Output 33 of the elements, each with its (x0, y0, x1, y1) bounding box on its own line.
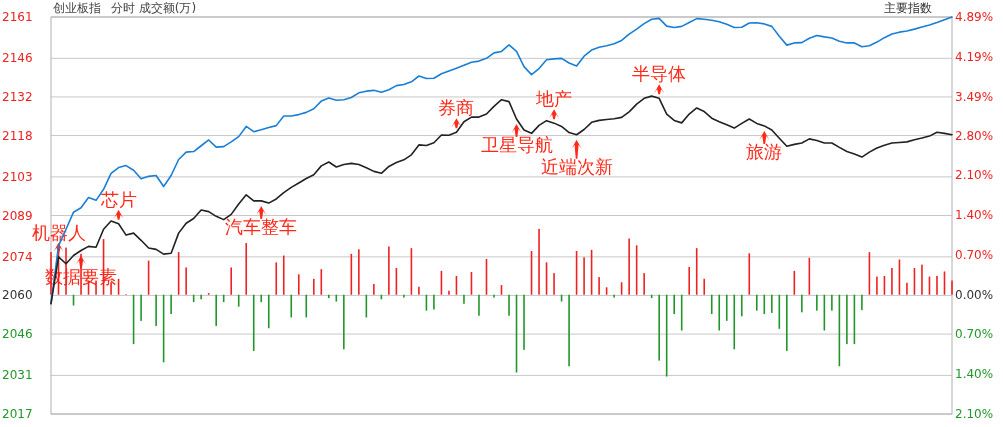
y-tick-label: 2046 (2, 327, 33, 342)
y-tick-label: 2132 (2, 89, 33, 104)
y2-tick-label: 2.10% (955, 168, 994, 183)
y-tick-label: 2161 (2, 10, 33, 24)
y2-tick-label: 3.49% (955, 89, 994, 104)
y2-tick-label: 0.00% (955, 287, 994, 302)
y-tick-label: 2146 (2, 51, 33, 66)
data-label: 地产 (535, 88, 573, 110)
data-label: 旅游 (746, 140, 783, 162)
y-tick-label: 2103 (2, 169, 33, 184)
text: 主要指数 (884, 1, 932, 15)
data-label: 芯片 (99, 188, 137, 210)
y2-tick-label: 4.19% (955, 49, 994, 64)
y-tick-label: 2031 (2, 368, 33, 383)
data-label: 卫星导航 (480, 134, 553, 156)
y-tick-label: 2074 (2, 249, 33, 264)
y2-tick-label: 1.40% (955, 208, 994, 223)
data-label: 券商 (438, 97, 475, 119)
y-tick-label: 2017 (2, 407, 33, 421)
y-tick-label: 2118 (2, 128, 33, 143)
y-tick-label: 2089 (2, 208, 33, 223)
y2-tick-label: 1.40% (955, 367, 994, 382)
y2-tick-label: 4.89% (955, 10, 994, 24)
chart-title: 创业板指 (53, 1, 101, 15)
data-label: 半导体 (632, 63, 687, 85)
data-label: 汽车整车 (225, 215, 298, 237)
y2-tick-label: 0.70% (955, 247, 994, 262)
y2-tick-label: 2.10% (955, 407, 994, 421)
chart-subtitle: 分时 成交额(万) (111, 1, 197, 15)
data-label: 近端次新 (540, 155, 613, 177)
y2-tick-label: 2.80% (955, 128, 994, 143)
y-tick-label: 2060 (2, 288, 33, 303)
y2-tick-label: 0.70% (955, 327, 994, 342)
